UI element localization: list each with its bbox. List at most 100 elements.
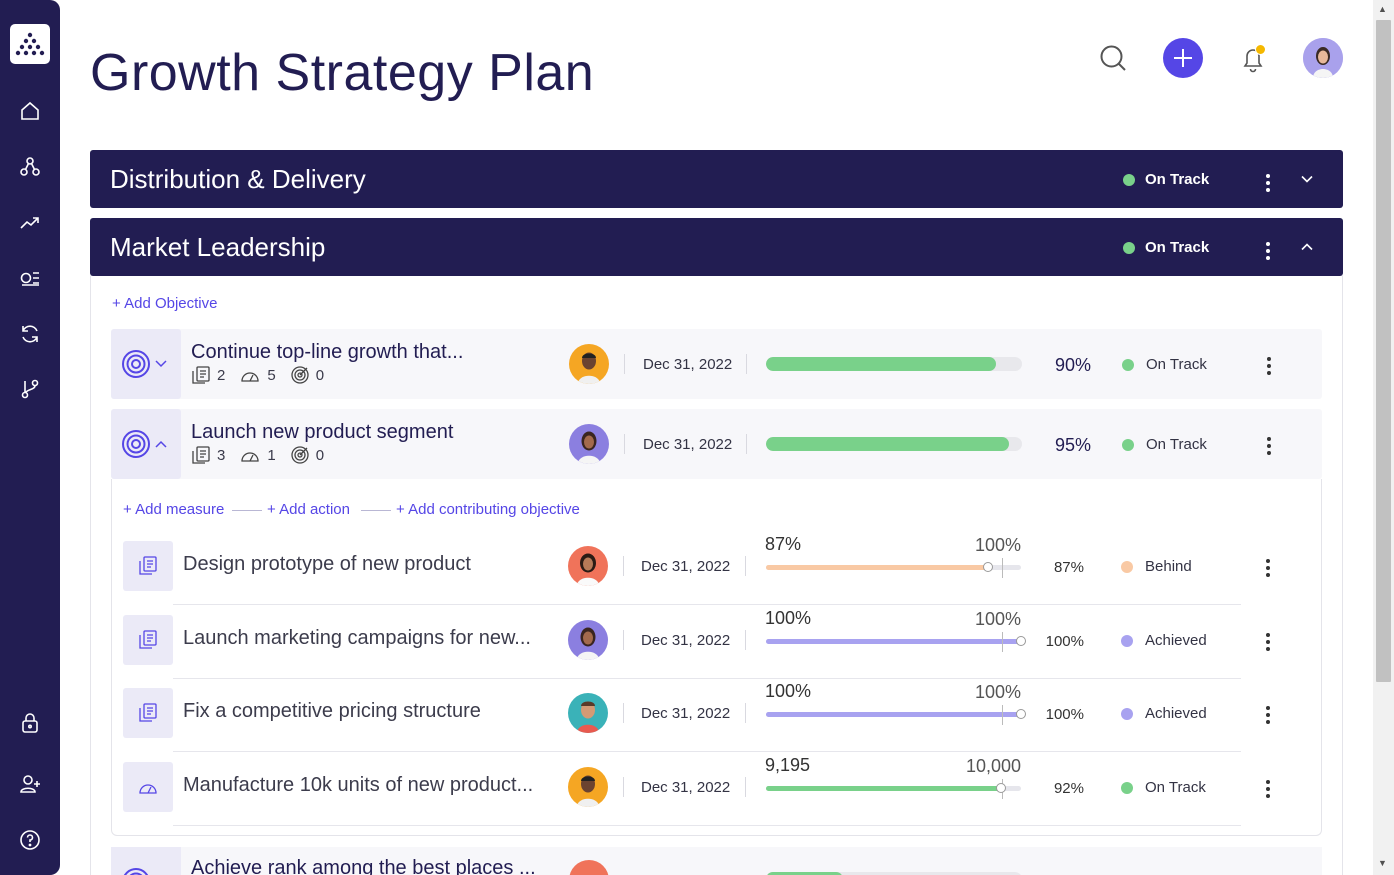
kr-progress-knob[interactable] bbox=[982, 562, 993, 572]
link-connector bbox=[232, 510, 262, 511]
chevron-down-icon[interactable] bbox=[155, 359, 167, 369]
measure-count: 2 bbox=[217, 366, 226, 384]
kr-target-marker bbox=[1002, 632, 1003, 652]
scroll-down-icon[interactable]: ▼ bbox=[1378, 858, 1387, 868]
more-options-icon[interactable] bbox=[1266, 437, 1272, 455]
owner-avatar[interactable] bbox=[569, 344, 609, 384]
objective-icon-box[interactable] bbox=[111, 409, 181, 479]
search-button[interactable] bbox=[1093, 38, 1133, 78]
objective-icon-box[interactable] bbox=[111, 847, 181, 875]
section-status: On Track bbox=[1123, 239, 1209, 256]
key-result-title[interactable]: Design prototype of new product bbox=[183, 553, 471, 575]
scroll-thumb[interactable] bbox=[1376, 20, 1391, 682]
status-dot bbox=[1121, 707, 1133, 720]
list-icon[interactable] bbox=[18, 266, 42, 290]
row-divider bbox=[173, 825, 1241, 826]
more-options-icon[interactable] bbox=[1266, 357, 1272, 375]
add-measure-link[interactable]: + Add measure bbox=[123, 501, 225, 518]
key-result-title[interactable]: Manufacture 10k units of new product... bbox=[183, 774, 534, 796]
objective-status: On Track bbox=[1122, 436, 1207, 453]
due-date: Dec 31, 2022 bbox=[641, 558, 731, 575]
branch-icon[interactable] bbox=[18, 377, 42, 401]
bell-icon bbox=[1243, 49, 1263, 73]
objective-row[interactable]: Launch new product segment 3 1 0 Dec 31,… bbox=[111, 409, 1322, 479]
add-objective-link[interactable]: + Add Objective bbox=[112, 295, 218, 312]
more-options-icon[interactable] bbox=[1265, 559, 1271, 577]
key-result-title[interactable]: Launch marketing campaigns for new... bbox=[183, 627, 531, 649]
objective-row[interactable]: Achieve rank among the best places ... bbox=[111, 847, 1322, 875]
contributing-objective-icon bbox=[291, 446, 309, 464]
key-result-row[interactable]: Launch marketing campaigns for new... De… bbox=[123, 605, 1270, 679]
owner-avatar[interactable] bbox=[568, 546, 608, 586]
page-scrollbar[interactable]: ▲ ▼ bbox=[1373, 0, 1394, 875]
measure-icon bbox=[192, 366, 210, 384]
add-button[interactable] bbox=[1163, 38, 1203, 78]
hierarchy-icon[interactable] bbox=[18, 155, 42, 179]
kr-current-value: 100% bbox=[765, 608, 812, 628]
objective-title[interactable]: Continue top-line growth that... bbox=[191, 341, 464, 363]
kr-target-value: 100% bbox=[974, 535, 1021, 555]
more-options-icon[interactable] bbox=[1265, 174, 1271, 192]
status-dot bbox=[1122, 358, 1134, 371]
key-result-row[interactable]: Design prototype of new product Dec 31, … bbox=[123, 531, 1270, 605]
section-market-leadership[interactable]: Market Leadership On Track bbox=[90, 218, 1343, 276]
owner-avatar[interactable] bbox=[569, 860, 609, 875]
key-result-row[interactable]: Manufacture 10k units of new product... … bbox=[123, 752, 1270, 826]
divider bbox=[745, 630, 746, 650]
trending-icon[interactable] bbox=[18, 211, 42, 235]
more-options-icon[interactable] bbox=[1265, 242, 1271, 260]
status-dot bbox=[1123, 173, 1135, 186]
kr-target-value: 100% bbox=[974, 609, 1021, 629]
add-action-link[interactable]: + Add action bbox=[267, 501, 350, 518]
kr-progress-knob[interactable] bbox=[995, 783, 1006, 793]
add-user-icon[interactable] bbox=[18, 772, 42, 796]
progress-fill bbox=[766, 357, 997, 371]
user-avatar[interactable] bbox=[1303, 38, 1343, 78]
divider bbox=[624, 354, 625, 374]
section-title: Distribution & Delivery bbox=[110, 164, 366, 194]
key-result-row[interactable]: Fix a competitive pricing structure Dec … bbox=[123, 678, 1270, 752]
divider bbox=[624, 434, 625, 454]
section-distribution-delivery[interactable]: Distribution & Delivery On Track bbox=[90, 150, 1343, 208]
due-date: Dec 31, 2022 bbox=[641, 705, 731, 722]
divider bbox=[745, 777, 746, 797]
measure-icon bbox=[139, 556, 157, 575]
notifications-button[interactable] bbox=[1233, 38, 1273, 78]
lock-icon[interactable] bbox=[18, 711, 42, 735]
more-options-icon[interactable] bbox=[1265, 633, 1271, 651]
chevron-up-icon[interactable] bbox=[1300, 240, 1314, 254]
owner-avatar[interactable] bbox=[568, 693, 608, 733]
due-date: Dec 31, 2022 bbox=[641, 632, 731, 649]
objective-stats: 2 5 0 bbox=[191, 365, 338, 385]
chevron-up-icon[interactable] bbox=[155, 439, 167, 449]
chevron-down-icon[interactable] bbox=[1300, 172, 1314, 186]
more-options-icon[interactable] bbox=[1265, 706, 1271, 724]
add-contributing-objective-link[interactable]: + Add contributing objective bbox=[396, 501, 580, 518]
more-options-icon[interactable] bbox=[1265, 780, 1271, 798]
app-logo[interactable] bbox=[10, 24, 50, 64]
divider bbox=[623, 777, 624, 797]
help-icon[interactable] bbox=[18, 828, 42, 852]
divider bbox=[623, 703, 624, 723]
scroll-up-icon[interactable]: ▲ bbox=[1378, 4, 1387, 14]
objective-title[interactable]: Launch new product segment bbox=[191, 421, 454, 443]
kr-icon-box bbox=[123, 541, 173, 591]
kr-icon-box bbox=[123, 762, 173, 812]
kr-progress-knob[interactable] bbox=[1016, 636, 1026, 646]
objective-row[interactable]: Continue top-line growth that... 2 5 0 D… bbox=[111, 329, 1322, 399]
owner-avatar[interactable] bbox=[568, 767, 608, 807]
progress-percent: 90% bbox=[1055, 355, 1092, 375]
status-dot bbox=[1121, 781, 1133, 794]
owner-avatar[interactable] bbox=[569, 424, 609, 464]
home-icon[interactable] bbox=[18, 99, 42, 123]
key-result-title[interactable]: Fix a competitive pricing structure bbox=[183, 700, 481, 722]
kr-percent: 92% bbox=[1053, 780, 1084, 797]
sync-icon[interactable] bbox=[18, 322, 42, 346]
kr-progress-knob[interactable] bbox=[1016, 709, 1026, 719]
kr-progress-track bbox=[766, 712, 1021, 717]
objective-title[interactable]: Achieve rank among the best places ... bbox=[191, 857, 536, 875]
divider bbox=[745, 703, 746, 723]
owner-avatar[interactable] bbox=[568, 620, 608, 660]
objective-icon-box[interactable] bbox=[111, 329, 181, 399]
action-gauge-icon bbox=[241, 372, 259, 382]
